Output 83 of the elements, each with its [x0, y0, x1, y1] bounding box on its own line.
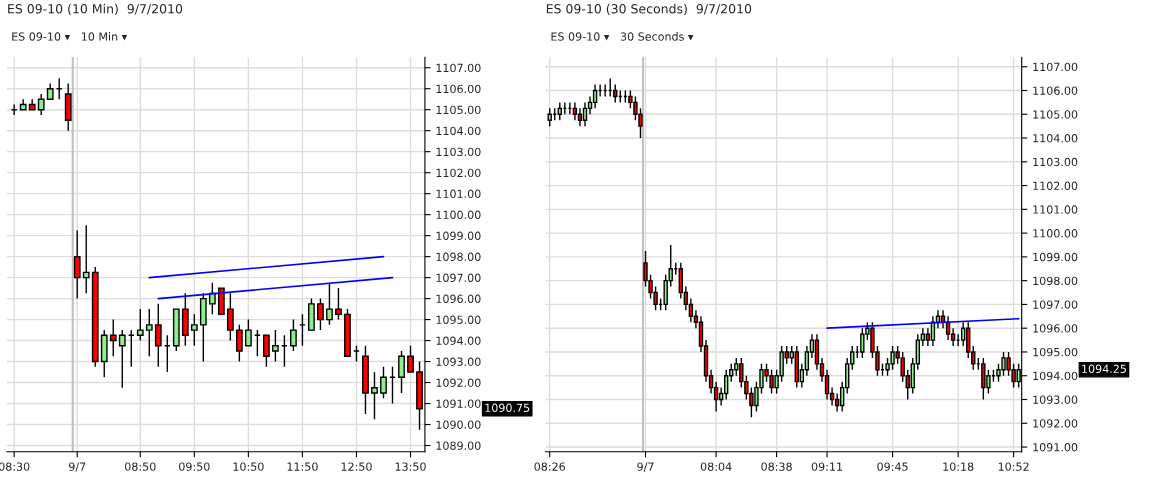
y-tick-label: 1100.00 — [1033, 229, 1078, 238]
x-tick-label: 12:50 — [341, 462, 372, 471]
y-tick-label: 1107.00 — [436, 63, 481, 73]
y-tick-label: 1102.00 — [1033, 181, 1078, 190]
y-tick-label: 1104.00 — [1033, 134, 1078, 143]
candlestick — [109, 318, 117, 358]
y-tick-label: 1098.00 — [1033, 276, 1078, 286]
chart-title: ES 09-10 (10 Min) 9/7/2010 — [8, 3, 183, 15]
chart-subtitle: ES 09-10 ▾ 10 Min ▾ — [12, 32, 128, 41]
y-tick-label: 1095.00 — [1033, 347, 1078, 357]
candlestick — [208, 282, 216, 316]
y-tick-label: 1101.00 — [436, 189, 481, 199]
y-tick-label: 1105.00 — [436, 105, 481, 115]
y-tick-label: 1094.00 — [436, 336, 481, 345]
y-tick-label: 1090.00 — [436, 420, 481, 429]
x-tick-label: 09:45 — [877, 462, 908, 471]
candlestick — [371, 371, 378, 420]
candlestick — [226, 292, 234, 342]
y-tick-label: 1104.00 — [436, 126, 481, 136]
candlestick — [82, 224, 90, 295]
x-tick-label: 09:11 — [811, 462, 843, 471]
candlestick — [326, 282, 333, 326]
y-tick-label: 1093.00 — [436, 357, 481, 366]
y-tick-label: 1093.00 — [1033, 395, 1078, 404]
x-tick-label: 13:50 — [395, 462, 426, 471]
y-tick-label: 1091.00 — [1033, 443, 1078, 452]
candlestick — [582, 101, 588, 127]
x-tick-label: 11:50 — [287, 462, 318, 471]
candlestick — [118, 329, 126, 389]
y-tick-label: 1106.00 — [436, 84, 481, 94]
x-tick-label: 09:50 — [179, 462, 210, 471]
candlestick — [262, 334, 270, 368]
y-tick-label: 1097.00 — [436, 273, 481, 282]
y-tick-label: 1100.00 — [436, 210, 481, 220]
x-tick-label: 08:38 — [761, 462, 792, 471]
candlestick — [190, 313, 198, 347]
y-tick-label: 1098.00 — [436, 252, 481, 261]
y-tick-label: 1094.00 — [1033, 371, 1078, 381]
text: 1094.25 — [1082, 364, 1126, 374]
candlestick — [37, 93, 45, 116]
candlestick — [398, 350, 405, 394]
y-tick-label: 1092.00 — [436, 378, 481, 387]
candlestick — [317, 297, 324, 331]
y-tick-label: 1099.00 — [436, 231, 481, 240]
x-tick-label: 10:50 — [233, 462, 264, 471]
chart-title: ES 09-10 (30 Seconds) 9/7/2010 — [546, 3, 752, 15]
y-tick-label: 1095.00 — [436, 315, 481, 324]
candlestick — [290, 318, 297, 352]
candlestick — [145, 308, 153, 358]
candlestick — [244, 318, 252, 347]
candlestick — [723, 369, 729, 401]
y-tick-label: 1089.00 — [436, 441, 481, 450]
x-tick-label: 08:26 — [534, 462, 566, 471]
candlestick — [592, 83, 598, 110]
candlestick — [235, 324, 243, 363]
y-tick-label: 1101.00 — [1033, 205, 1078, 214]
y-tick-label: 1105.00 — [1033, 110, 1078, 119]
x-tick-label: 9/7 — [68, 462, 86, 472]
y-tick-label: 1096.00 — [436, 294, 481, 303]
x-tick-label: 10:52 — [998, 462, 1029, 471]
y-tick-label: 1097.00 — [1033, 300, 1078, 309]
y-tick-label: 1103.00 — [1033, 157, 1078, 167]
x-tick-label: 9/7 — [637, 462, 654, 472]
y-tick-label: 1107.00 — [1033, 62, 1078, 72]
y-tick-label: 1099.00 — [1033, 252, 1078, 262]
text: 1090.75 — [485, 403, 530, 412]
y-tick-label: 1096.00 — [1033, 324, 1078, 333]
candlestick — [271, 329, 279, 363]
y-tick-label: 1091.00 — [436, 399, 481, 408]
candlestick — [136, 308, 144, 342]
y-tick-label: 1106.00 — [1033, 86, 1078, 95]
x-tick-label: 08:50 — [125, 462, 156, 471]
x-tick-label: 08:04 — [700, 462, 732, 471]
x-tick-label: 10:18 — [943, 462, 974, 471]
candlestick — [73, 229, 81, 300]
candlestick — [407, 345, 414, 373]
candlestick — [335, 287, 342, 321]
y-tick-label: 1103.00 — [436, 147, 481, 157]
candlestick — [154, 303, 162, 368]
y-tick-label: 1102.00 — [436, 168, 481, 178]
y-tick-label: 1092.00 — [1033, 419, 1078, 428]
candlestick — [380, 366, 387, 399]
chart-subtitle: ES 09-10 ▾ 30 Seconds ▾ — [551, 32, 694, 41]
